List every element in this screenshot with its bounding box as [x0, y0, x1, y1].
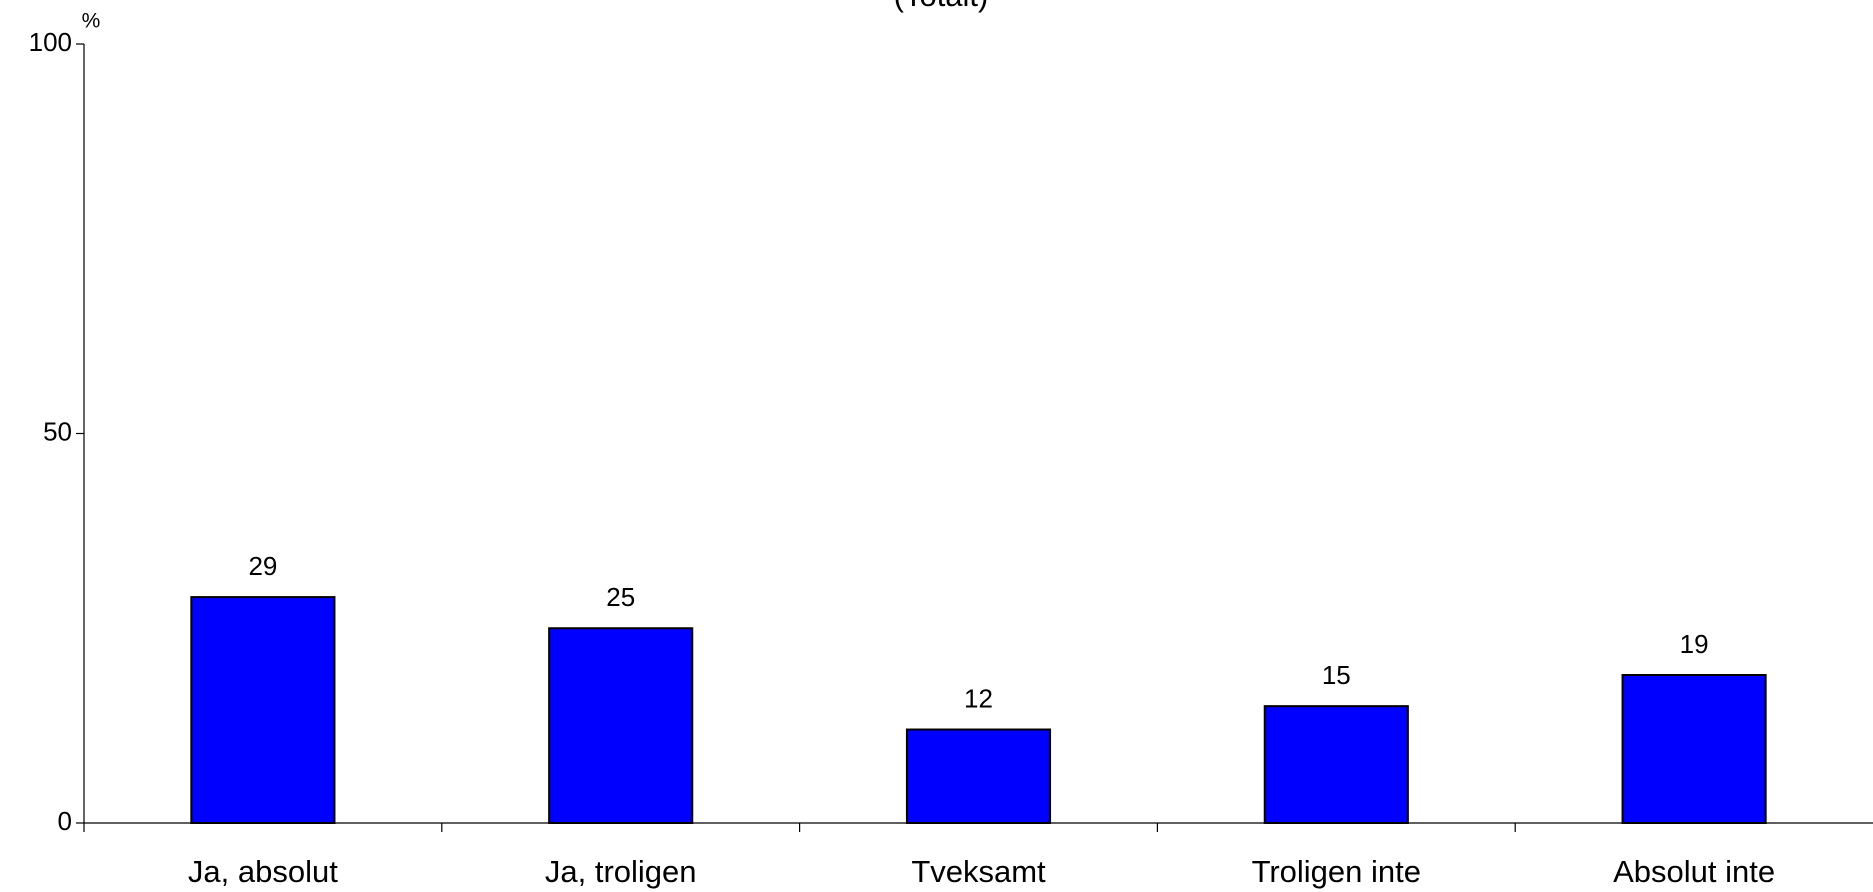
x-tick-label: Absolut inte: [1613, 854, 1775, 889]
bar: [548, 627, 694, 824]
bar: [905, 728, 1052, 825]
x-tick-label: Tveksamt: [911, 854, 1046, 889]
y-tick-label: 100: [29, 27, 72, 57]
value-label: 12: [964, 683, 993, 713]
x-tick-label: Ja, troligen: [545, 854, 697, 889]
value-label: 15: [1322, 660, 1351, 690]
y-tick-label: 50: [43, 416, 72, 446]
bar: [1621, 673, 1767, 824]
x-tick-label: Ja, absolut: [188, 854, 338, 889]
x-tick-label: Troligen inte: [1252, 854, 1421, 889]
bar: [190, 596, 336, 825]
value-label: 29: [248, 551, 277, 581]
y-tick-label: 0: [58, 806, 72, 836]
chart-title: (Totalt): [894, 0, 989, 13]
value-label: 25: [606, 582, 635, 612]
value-label: 19: [1680, 629, 1709, 659]
y-axis-label: %: [82, 10, 101, 33]
bar: [1263, 705, 1409, 825]
